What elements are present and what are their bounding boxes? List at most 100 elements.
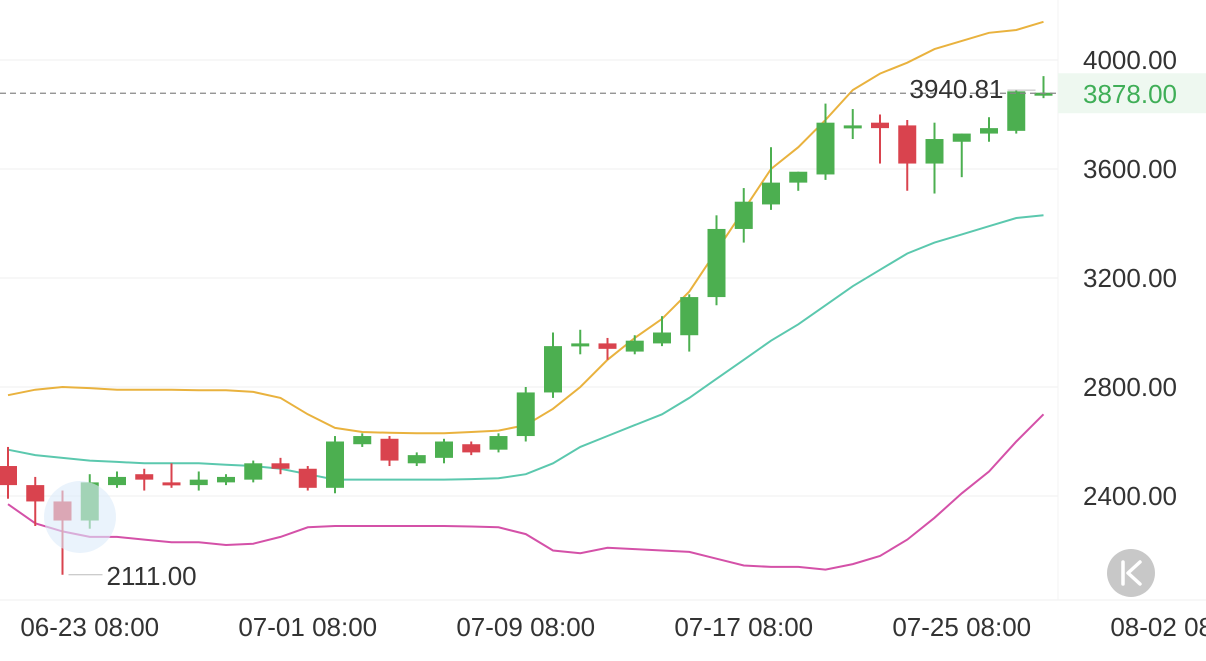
min-marker-label: 2111.00 — [107, 561, 197, 591]
candle-body — [135, 474, 154, 480]
candle-body — [980, 128, 998, 134]
x-tick-label: 07-17 08:00 — [674, 612, 813, 642]
candle-body — [789, 171, 808, 183]
band-line-lower — [7, 413, 1045, 571]
x-tick-label: 07-01 08:00 — [238, 612, 377, 642]
y-tick-label: 4000.00 — [1083, 45, 1177, 75]
reset-button-bg — [1107, 549, 1155, 597]
candle-body — [898, 125, 917, 164]
candle — [162, 463, 181, 488]
candle — [1007, 89, 1026, 134]
candle — [734, 188, 753, 243]
x-axis: 06-23 08:00 07-01 08:00 07-09 08:00 07-17 0… — [20, 612, 1206, 642]
candle-body — [653, 332, 671, 344]
candle-body — [625, 340, 644, 352]
candle-body — [244, 463, 263, 480]
candle-body — [1034, 92, 1053, 96]
candle-body — [707, 228, 726, 298]
candle — [489, 433, 508, 453]
y-tick-label: 3600.00 — [1083, 154, 1177, 184]
candle — [26, 476, 45, 526]
y-tick-label: 3200.00 — [1083, 263, 1177, 293]
candle — [789, 171, 808, 191]
candle — [625, 335, 644, 355]
candle — [407, 452, 426, 467]
candle — [925, 122, 944, 194]
candle — [189, 471, 208, 491]
candle-body — [26, 485, 45, 502]
max-marker-label: 3940.81 — [910, 74, 1004, 104]
candles — [0, 76, 1053, 575]
candle — [598, 337, 617, 360]
candle — [380, 436, 399, 467]
candle — [707, 215, 726, 306]
bollinger-bands — [7, 20, 1045, 571]
candle — [353, 433, 372, 447]
x-tick-label: 07-25 08:00 — [892, 612, 1031, 642]
current-price-bg — [1058, 73, 1206, 114]
candle-body — [843, 125, 862, 129]
candle — [898, 119, 917, 191]
y-axis: 4000.00 3600.00 3200.00 2800.00 2400.00 — [1083, 45, 1177, 511]
candle — [1034, 76, 1053, 99]
candle-body — [462, 444, 481, 453]
candle — [571, 329, 590, 355]
candle-body — [816, 122, 835, 175]
candle — [544, 332, 562, 398]
x-tick-label: 06-23 08:00 — [20, 612, 159, 642]
candle-body — [298, 468, 317, 488]
candle-body — [271, 463, 290, 469]
candle — [516, 387, 535, 442]
candle-body — [516, 392, 535, 437]
candle-body — [435, 441, 453, 458]
candle — [135, 468, 154, 491]
candle-body — [544, 346, 562, 393]
candle-body — [925, 139, 944, 164]
current-price-label: 3878.00 — [1083, 79, 1177, 109]
candle-body — [952, 133, 971, 142]
y-tick-label: 2400.00 — [1083, 481, 1177, 511]
candle-body — [1007, 91, 1026, 131]
markers: 3878.00 3940.81 2111.00 — [0, 73, 1206, 591]
candle-body — [762, 182, 780, 205]
y-tick-label: 2800.00 — [1083, 372, 1177, 402]
reset-button[interactable] — [1107, 549, 1155, 597]
candle — [462, 441, 481, 456]
candle — [680, 294, 699, 352]
candle — [298, 466, 317, 491]
x-tick-label: 07-09 08:00 — [456, 612, 595, 642]
candle-body — [353, 436, 372, 445]
candle — [435, 438, 453, 464]
band-line-middle — [7, 214, 1044, 481]
candle-body — [680, 297, 699, 336]
candle — [108, 471, 126, 488]
candle-body — [0, 466, 17, 486]
candle — [0, 446, 17, 499]
candle-body — [326, 441, 344, 488]
controls[interactable] — [1107, 549, 1155, 597]
candle — [980, 117, 998, 142]
candle — [816, 103, 835, 180]
crosshair-highlight — [44, 481, 116, 553]
candle-body — [108, 476, 126, 486]
candle — [952, 133, 971, 178]
candle-body — [217, 476, 235, 483]
candle-body — [189, 479, 208, 486]
candle — [653, 316, 671, 347]
x-tick-label: 08-02 08:00 — [1110, 612, 1206, 642]
candle-body — [407, 455, 426, 464]
candle — [271, 457, 290, 475]
candle-body — [162, 482, 181, 486]
candle — [762, 147, 780, 210]
candle — [326, 436, 344, 494]
candle — [217, 474, 235, 486]
candle-body — [598, 343, 617, 349]
candle-body — [734, 201, 753, 229]
candle-body — [489, 436, 508, 450]
candle-body — [571, 343, 590, 347]
candle-body — [871, 122, 889, 129]
candle — [871, 114, 889, 164]
band-line-upper — [7, 20, 1044, 435]
